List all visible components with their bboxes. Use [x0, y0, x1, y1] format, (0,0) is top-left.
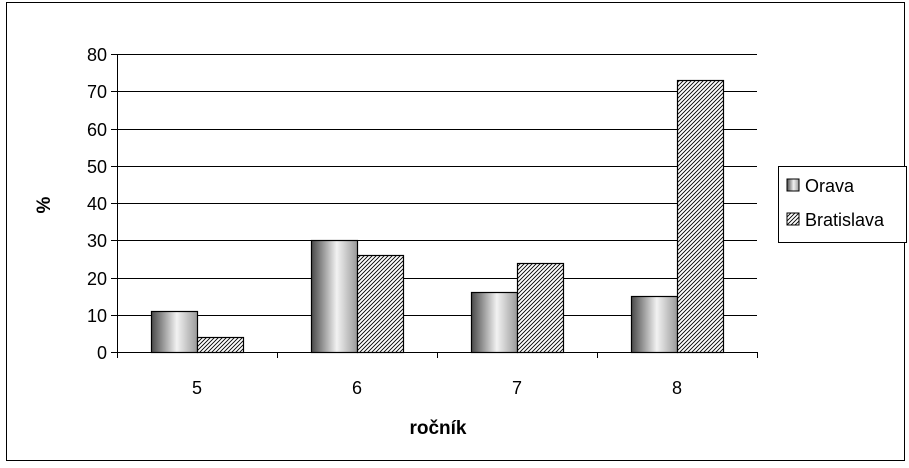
x-tick-labels: 5 6 7 8 [192, 378, 682, 398]
y-tick-label: 70 [87, 82, 107, 102]
x-tick-label: 7 [512, 378, 522, 398]
x-axis-title: ročník [409, 418, 466, 439]
bar-orava-5 [150, 310, 199, 354]
legend-label-orava: Orava [805, 176, 855, 196]
bar-bratislava-8 [676, 79, 725, 354]
bar-orava-7 [470, 291, 519, 354]
y-tick-labels: 0 10 20 30 40 50 60 70 80 [87, 45, 107, 363]
y-axis-title: % [34, 196, 55, 213]
outer-border [6, 2, 905, 461]
y-tick-label: 0 [97, 343, 107, 363]
legend-swatch-orava [786, 178, 800, 192]
legend: Orava Bratislava [778, 166, 907, 243]
axes [111, 54, 758, 358]
bar-orava-8 [630, 295, 679, 354]
bar-bratislava-5 [196, 336, 245, 354]
y-tick-label: 60 [87, 120, 107, 140]
y-tick-label: 50 [87, 157, 107, 177]
grid-lines [117, 54, 757, 316]
y-tick-label: 10 [87, 306, 107, 326]
y-tick-label: 40 [87, 194, 107, 214]
bar-bratislava-6 [356, 254, 405, 354]
x-tick-label: 8 [672, 378, 682, 398]
x-tick-label: 6 [352, 378, 362, 398]
bars [150, 79, 725, 354]
legend-label-bratislava: Bratislava [805, 210, 885, 230]
legend-swatch-bratislava [786, 212, 800, 226]
y-tick-label: 30 [87, 231, 107, 251]
y-tick-label: 80 [87, 45, 107, 65]
bar-orava-6 [310, 239, 359, 354]
bar-bratislava-7 [516, 262, 565, 354]
y-tick-label: 20 [87, 269, 107, 289]
x-tick-label: 5 [192, 378, 202, 398]
legend-box [778, 166, 907, 243]
